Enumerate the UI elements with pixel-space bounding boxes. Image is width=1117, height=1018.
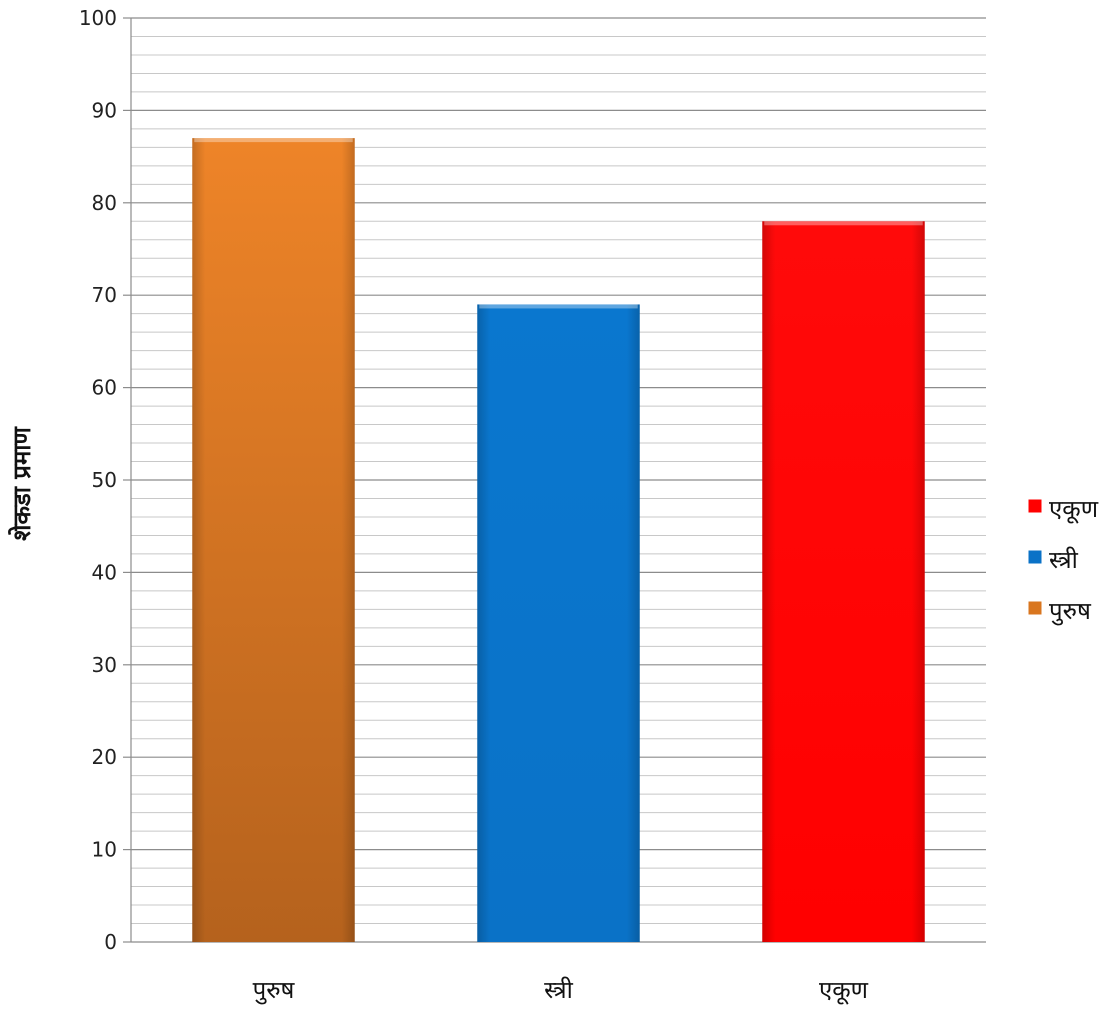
- y-tick-label: 20: [92, 745, 117, 769]
- x-category-label: स्त्री: [544, 976, 574, 1004]
- y-tick-label: 40: [92, 560, 117, 584]
- bar-shade: [762, 221, 925, 942]
- y-tick-label: 60: [92, 376, 117, 400]
- bar-shade: [477, 304, 640, 942]
- x-category-label: पुरुष: [253, 976, 296, 1005]
- y-tick-label: 30: [92, 653, 117, 677]
- y-tick-label: 80: [92, 191, 117, 215]
- legend-item: एकूण: [1027, 495, 1099, 524]
- bar-top-highlight: [194, 138, 353, 143]
- y-tick-label: 50: [92, 468, 117, 492]
- bar-top-highlight: [764, 221, 923, 226]
- y-tick-label: 100: [79, 6, 117, 30]
- bar-group: [762, 221, 925, 942]
- legend-label: एकूण: [1049, 495, 1099, 524]
- y-tick-label: 90: [92, 98, 117, 122]
- legend-item: स्त्री: [1027, 546, 1079, 574]
- axes: [123, 17, 132, 943]
- x-category-label: एकूण: [819, 976, 869, 1005]
- y-tick-label: 0: [104, 930, 117, 954]
- bar-group: [477, 304, 640, 942]
- legend-swatch: [1027, 600, 1043, 616]
- bar-shade: [192, 138, 355, 942]
- bar-top-highlight: [479, 304, 638, 309]
- y-tick-label: 10: [92, 838, 117, 862]
- legend-swatch: [1027, 498, 1043, 514]
- legend: एकूण स्त्री पुरुष: [1027, 495, 1099, 626]
- y-tick-label: 70: [92, 283, 117, 307]
- y-axis-title: शेकडा प्रमाण: [8, 425, 36, 540]
- legend-swatch: [1027, 549, 1043, 565]
- legend-label: स्त्री: [1049, 546, 1079, 574]
- legend-item: पुरुष: [1027, 597, 1092, 626]
- bar-group: [192, 138, 355, 942]
- labels: 0 10 20 30 40 50 60 70 80 90 100 पुरुष स्त्री एकूण: [79, 6, 869, 1005]
- bars: [192, 138, 925, 942]
- legend-label: पुरुष: [1049, 597, 1092, 626]
